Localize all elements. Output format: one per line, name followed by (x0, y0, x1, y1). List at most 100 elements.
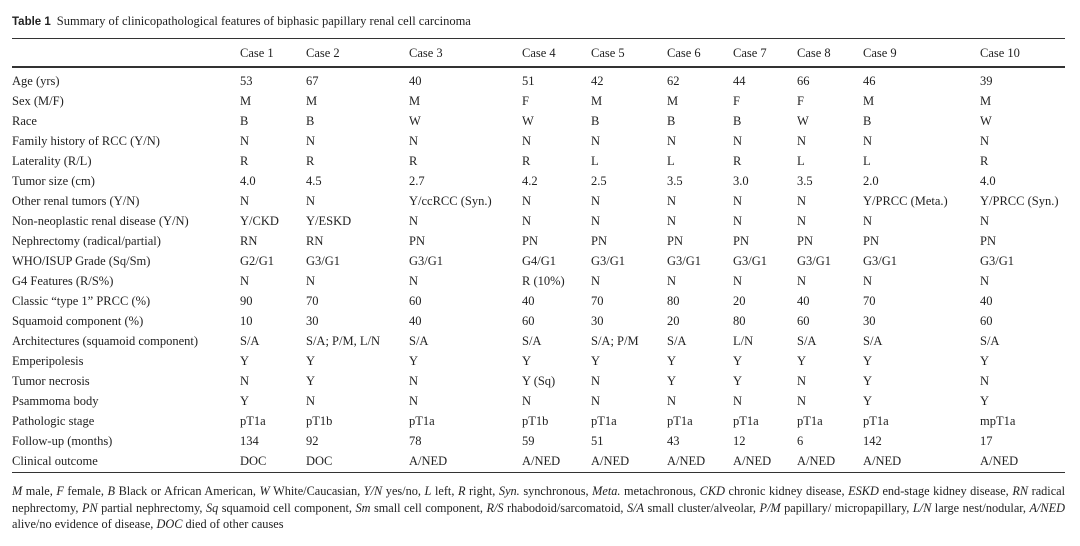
cell-case-3: M (409, 93, 421, 108)
cell-case-4: G4/G1 (522, 253, 557, 268)
cell-case-5: N (591, 133, 601, 148)
row-label: Non-neoplastic renal disease (Y/N) (12, 213, 189, 228)
footnote-definition: alive/no evidence of disease, (12, 517, 157, 531)
cell-case-1: N (240, 273, 250, 288)
cell-case-1: N (240, 373, 250, 388)
footnote-abbreviation: L/N (912, 500, 932, 515)
cell-case-9: M (863, 93, 875, 108)
footnote-definition: small cell component, (370, 500, 487, 515)
cell-case-10: 39 (980, 73, 993, 88)
cell-case-5: M (591, 93, 603, 108)
cell-case-4: 59 (522, 433, 535, 448)
cell-case-3: N (409, 213, 419, 228)
cell-case-5: N (591, 393, 601, 408)
cell-case-10: N (980, 373, 990, 388)
cell-case-5: L (591, 153, 599, 168)
cell-case-10: 60 (980, 313, 993, 328)
cell-case-9: Y (863, 373, 873, 388)
cell-case-2: M (306, 93, 318, 108)
cell-case-2: 30 (306, 313, 319, 328)
cell-case-6: A/NED (667, 453, 706, 468)
footnote-abbreviation: L (424, 484, 432, 498)
cell-case-7: N (733, 273, 743, 288)
row-label: Tumor size (cm) (12, 173, 95, 188)
cell-case-4: A/NED (522, 453, 561, 468)
header-case-9: Case 9 (863, 45, 897, 60)
cell-case-4: W (522, 113, 534, 128)
cell-case-6: 62 (667, 73, 680, 88)
footnote-definition: chronic kidney disease, (724, 484, 849, 498)
cell-case-10: Y (980, 393, 990, 408)
cell-case-1: Y/CKD (240, 213, 279, 228)
footnote-definition: squamoid cell component, (218, 500, 356, 515)
cell-case-10: Y (980, 353, 990, 368)
cell-case-1: Y (240, 353, 250, 368)
table-row: Tumor size (cm) 4.0 4.5 2.7 4.2 2.5 3.5 3.0 3.5 2… (12, 171, 1065, 191)
cell-case-10: S/A (980, 333, 1000, 348)
cell-case-10: 17 (980, 433, 993, 448)
cell-case-10: 40 (980, 293, 993, 308)
cell-case-8: N (797, 393, 807, 408)
footnote-abbreviation: R (457, 484, 466, 498)
footnote-abbreviation: RN (1012, 484, 1029, 498)
cell-case-8: W (797, 113, 809, 128)
cell-case-9: 46 (863, 73, 876, 88)
cell-case-3: Y/ccRCC (Syn.) (409, 193, 492, 208)
footnote-definition: synchronous, (519, 484, 593, 498)
cell-case-2: N (306, 193, 316, 208)
cell-case-8: 6 (797, 433, 804, 448)
table-row: Other renal tumors (Y/N) N N Y/ccRCC (Syn.)… (12, 191, 1065, 211)
cell-case-3: 78 (409, 433, 422, 448)
cell-case-10: Y/PRCC (Syn.) (980, 193, 1059, 208)
footnote-abbreviation: Meta. (592, 484, 621, 498)
cell-case-6: 3.5 (667, 173, 683, 188)
cell-case-5: A/NED (591, 453, 630, 468)
cell-case-2: N (306, 273, 316, 288)
cell-case-5: 42 (591, 73, 604, 88)
footnote-abbreviation: F (56, 484, 64, 498)
cell-case-5: Y (591, 353, 601, 368)
cell-case-4: N (522, 213, 532, 228)
cell-case-2: N (306, 393, 316, 408)
cell-case-10: W (980, 113, 992, 128)
cell-case-2: S/A; P/M, L/N (306, 333, 380, 348)
row-label: Classic “type 1” PRCC (%) (12, 293, 151, 308)
table-row: Emperipolesis Y Y Y Y Y Y Y Y Y Y (12, 351, 1065, 371)
cell-case-4: N (522, 133, 532, 148)
header-case-7: Case 7 (733, 45, 767, 60)
cell-case-9: L (863, 153, 871, 168)
cell-case-6: S/A (667, 333, 687, 348)
cell-case-5: PN (591, 233, 607, 248)
cell-case-6: N (667, 193, 677, 208)
cell-case-5: N (591, 273, 601, 288)
footnote-definition: White/Caucasian, (269, 484, 364, 498)
cell-case-5: G3/G1 (591, 253, 626, 268)
footnote-abbreviation: M (12, 484, 23, 498)
footnote-abbreviation: A/NED (1029, 500, 1065, 515)
cell-case-5: N (591, 193, 601, 208)
cell-case-8: 66 (797, 73, 810, 88)
cell-case-3: PN (409, 233, 425, 248)
footnote-abbreviation: B (107, 484, 116, 498)
cell-case-9: PN (863, 233, 879, 248)
cell-case-2: B (306, 113, 315, 128)
footnote-abbreviation: R/S (486, 500, 504, 515)
cell-case-10: PN (980, 233, 996, 248)
cell-case-1: 10 (240, 313, 253, 328)
footnote-definition: left, (431, 484, 458, 498)
cell-case-1: G2/G1 (240, 253, 275, 268)
header-case-3: Case 3 (409, 45, 443, 60)
cell-case-7: PN (733, 233, 749, 248)
cell-case-10: mpT1a (980, 413, 1016, 428)
cell-case-7: N (733, 213, 743, 228)
cell-case-2: R (306, 153, 315, 168)
cell-case-1: R (240, 153, 249, 168)
cell-case-10: N (980, 133, 990, 148)
cell-case-4: S/A (522, 333, 542, 348)
table-header-row: Case 1 Case 2 Case 3 Case 4 Case 5 Case 6 Case… (12, 41, 1065, 65)
cell-case-8: PN (797, 233, 813, 248)
cell-case-2: Y/ESKD (306, 213, 352, 228)
cell-case-10: R (980, 153, 989, 168)
row-label: Squamoid component (%) (12, 313, 144, 328)
cell-case-2: 92 (306, 433, 319, 448)
